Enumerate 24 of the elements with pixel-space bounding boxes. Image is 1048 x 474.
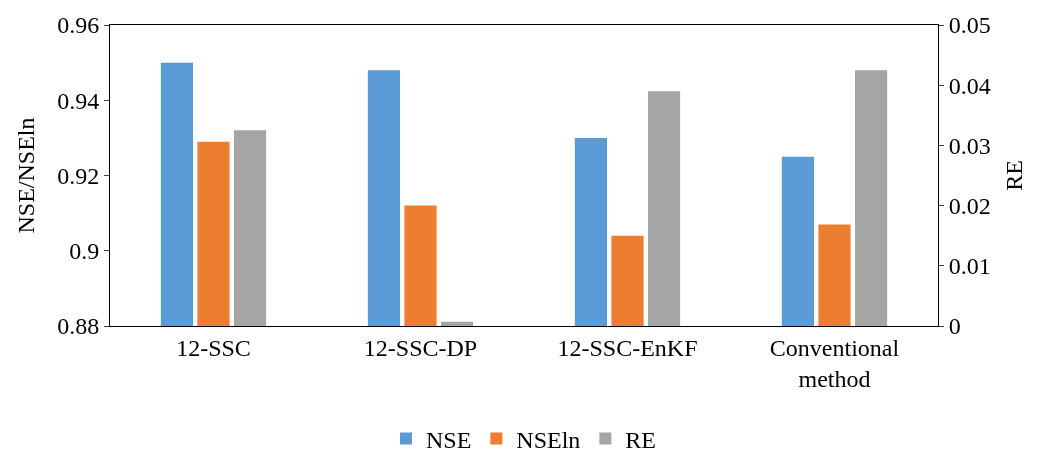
y-tick-label: 0.88: [57, 313, 100, 340]
legend-label: NSEln: [516, 426, 581, 453]
x-tick-label: Conventional method: [769, 334, 900, 392]
legend-label: RE: [625, 426, 657, 453]
x-tick-label: 12-SSC: [176, 334, 251, 361]
y2-tick-label: 0.05: [948, 12, 991, 39]
y-tick-label: 0.9: [69, 238, 100, 265]
x-tick-label: 12-SSC-DP: [363, 334, 478, 361]
y2-tick-label: 0.03: [948, 132, 991, 159]
bar: [233, 130, 267, 326]
bar: [440, 321, 474, 326]
y2-tick-label: 0.01: [948, 253, 991, 280]
y2-axis-title: RE: [1001, 160, 1028, 191]
y2-tick-label: 0: [948, 313, 961, 340]
bar: [647, 91, 681, 326]
y-tick-label: 0.96: [57, 12, 100, 39]
y2-tick-label: 0.04: [948, 72, 991, 99]
y-tick-label: 0.94: [57, 87, 100, 114]
bar: [854, 70, 888, 326]
y2-tick-label: 0.02: [948, 193, 991, 219]
x-tick-label: 12-SSC-EnKF: [557, 334, 698, 361]
y-axis-title: NSE/NSEln: [13, 117, 40, 234]
y-tick-label: 0.92: [57, 162, 100, 189]
legend-label: NSE: [426, 426, 472, 453]
